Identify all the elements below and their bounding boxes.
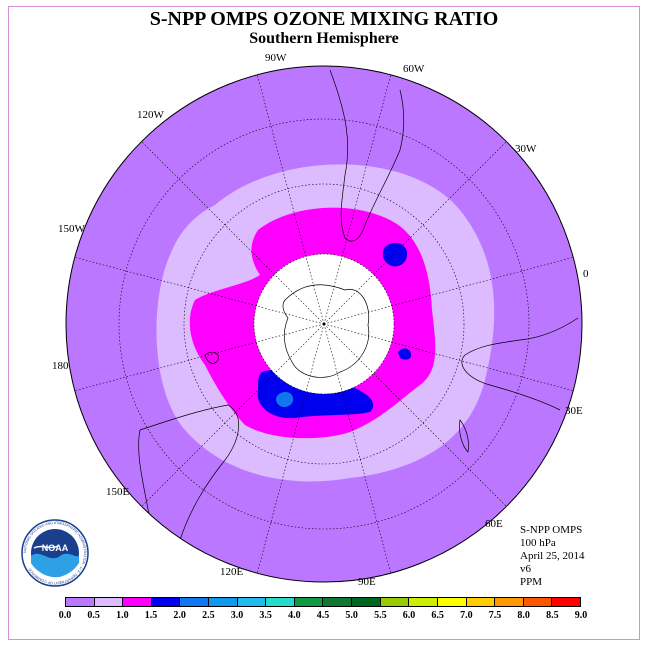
colorbar-segment xyxy=(523,598,553,606)
new-zealand-coast xyxy=(204,351,219,364)
lon-label-30e: 30E xyxy=(565,405,583,417)
latitude-circle xyxy=(183,183,465,465)
info-instrument: S-NPP OMPS xyxy=(520,524,583,536)
colorbar-segment xyxy=(437,598,467,606)
meridian-line xyxy=(323,323,392,574)
colorbar-segment xyxy=(180,598,210,606)
colorbar-tick-label: 6.0 xyxy=(402,610,416,621)
latitude-circle xyxy=(118,118,530,530)
colorbar-tick-label: 3.5 xyxy=(259,610,272,621)
logo-text: NOAA xyxy=(42,543,69,553)
meridian-line xyxy=(256,74,325,325)
map-subtitle: Southern Hemisphere xyxy=(249,30,399,47)
ozone-level-1.5-2.0-indian xyxy=(398,348,412,360)
colorbar-tick-label: 7.0 xyxy=(460,610,473,621)
meridian-line xyxy=(323,141,507,325)
lon-label-30w: 30W xyxy=(515,143,537,155)
colorbar-segment xyxy=(209,598,238,606)
lon-label-120w: 120W xyxy=(137,109,164,121)
colorbar-tick-label: 8.5 xyxy=(546,610,559,621)
colorbar xyxy=(65,597,581,607)
antarctica-coast xyxy=(282,284,370,378)
colorbar-segment xyxy=(237,598,267,606)
colorbar-tick-label: 5.0 xyxy=(345,610,358,621)
colorbar-tick-label: 1.5 xyxy=(144,610,158,621)
colorbar-ticks: 0.0 0.5 1.0 1.5 2.0 2.5 3.0 3.5 4.0 4.5 5.0 5.5 6.0 6… xyxy=(0,610,648,624)
colorbar-tick-label: 2.0 xyxy=(173,610,186,621)
colorbar-segment xyxy=(266,598,295,606)
graticule xyxy=(74,74,574,574)
colorbar-tick-label: 9.0 xyxy=(574,610,588,621)
colorbar-segment xyxy=(495,598,524,606)
map-title: S-NPP OMPS OZONE MIXING RATIO xyxy=(149,8,499,30)
lon-label-0: 0 xyxy=(583,268,589,280)
colorbar-tick-label: 6.5 xyxy=(431,610,444,621)
coastlines xyxy=(138,69,579,548)
colorbar-segment xyxy=(352,598,381,606)
logo-wave-icon xyxy=(31,553,79,578)
colorbar-segment xyxy=(409,598,438,606)
colorbar-segment xyxy=(552,598,580,606)
australia-coast xyxy=(138,404,240,548)
colorbar-segment xyxy=(123,598,152,606)
colorbar-tick-label: 4.0 xyxy=(288,610,301,621)
lon-label-120e: 120E xyxy=(220,566,244,578)
colorbar-tick-label: 0.0 xyxy=(58,610,72,621)
meridian-line xyxy=(323,323,507,507)
logo-bird-icon xyxy=(33,545,59,549)
madagascar-coast xyxy=(459,419,469,453)
info-block: S-NPP OMPS 100 hPa April 25, 2014 v6 PPM xyxy=(520,524,584,589)
lon-label-180: 180 xyxy=(52,360,69,372)
colorbar-tick-label: 7.5 xyxy=(488,610,502,621)
colorbar-tick-label: 2.5 xyxy=(202,610,215,621)
colorbar-segment xyxy=(466,598,496,606)
map-boundary xyxy=(65,65,583,583)
colorbar-segment xyxy=(94,598,124,606)
colorbar-tick-label: 1.0 xyxy=(116,610,129,621)
lon-label-60e: 60E xyxy=(485,518,503,530)
meridian-line xyxy=(323,323,574,392)
info-pressure: 100 hPa xyxy=(520,537,556,549)
ozone-level-1.5-2.0-atlantic xyxy=(382,242,408,267)
colorbar-tick-label: 3.0 xyxy=(230,610,244,621)
meridian-line xyxy=(141,323,325,507)
lon-label-150e: 150E xyxy=(106,486,130,498)
colorbar-tick-label: 8.0 xyxy=(517,610,530,621)
south-pole-marker xyxy=(322,322,326,326)
colorbar-segment xyxy=(380,598,410,606)
info-version: v6 xyxy=(520,563,531,575)
lon-label-90e: 90E xyxy=(358,576,376,588)
colorbar-tick-label: 0.5 xyxy=(87,610,100,621)
colorbar-segment xyxy=(294,598,324,606)
meridian-line xyxy=(323,74,392,325)
meridian-line xyxy=(74,323,325,392)
lon-label-150w: 150W xyxy=(58,223,85,235)
meridian-line xyxy=(141,141,325,325)
info-units: PPM xyxy=(520,576,543,588)
meridian-line xyxy=(256,323,325,574)
meridian-line xyxy=(74,256,325,325)
lon-label-90w: 90W xyxy=(265,52,287,64)
africa-coast xyxy=(461,317,579,411)
colorbar-tick-label: 5.5 xyxy=(374,610,387,621)
meridian-line xyxy=(323,256,574,325)
noaa-logo: NOAA NATIONAL OCEANIC AND ATMOSPHERIC AD… xyxy=(21,519,89,587)
latitude-circle xyxy=(253,253,395,395)
colorbar-segment xyxy=(323,598,353,606)
ozone-level-2.0-2.5 xyxy=(276,392,294,408)
colorbar-segment xyxy=(151,598,181,606)
lon-label-60w: 60W xyxy=(403,63,425,75)
south-america-coast xyxy=(329,69,405,242)
colorbar-segment xyxy=(66,598,95,606)
colorbar-tick-label: 4.5 xyxy=(316,610,330,621)
info-date: April 25, 2014 xyxy=(520,550,585,562)
figure-frame xyxy=(8,6,640,640)
